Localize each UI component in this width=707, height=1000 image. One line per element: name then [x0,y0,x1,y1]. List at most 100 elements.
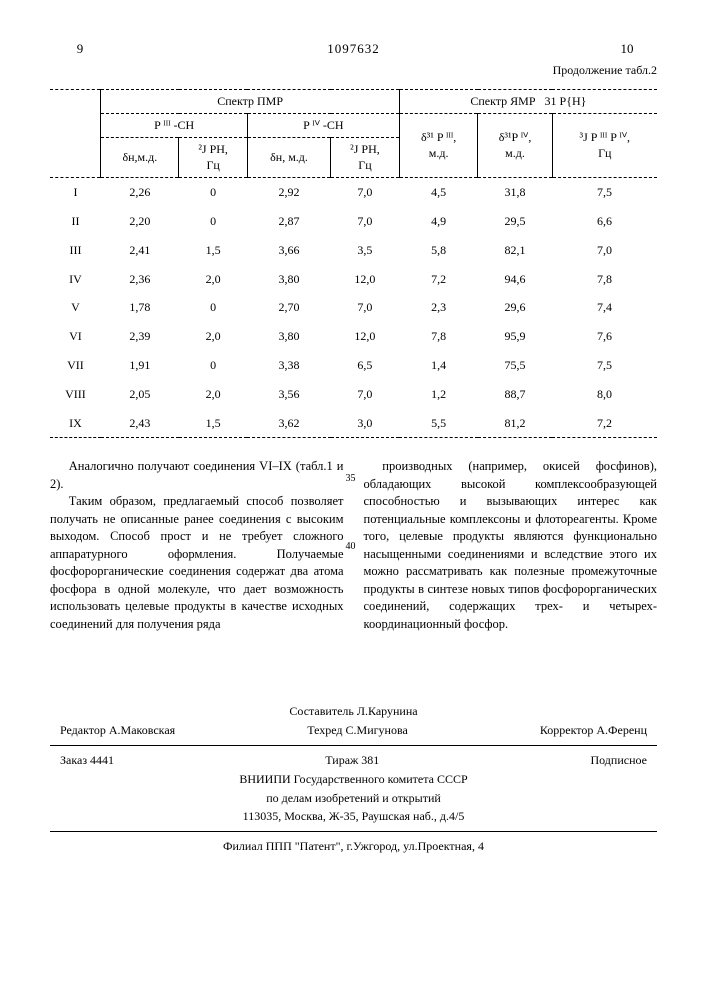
addr1: 113035, Москва, Ж-35, Раушская наб., д.4… [50,808,657,825]
table-cell: 2,20 [101,207,179,236]
table-row: II2,2002,877,04,929,56,6 [50,207,657,236]
corrector: Корректор А.Ференц [540,722,647,739]
left-p1: Аналогично получают соединения VI–IX (та… [50,458,344,493]
left-p2: Таким образом, предлагаемый способ позво… [50,493,344,633]
row-label: VI [50,322,101,351]
table-cell: 3,62 [247,409,330,438]
row-label: VIII [50,380,101,409]
table-cell: 0 [179,293,248,322]
table-cell: 6,6 [552,207,657,236]
table-cell: 12,0 [331,265,400,294]
row-label: III [50,236,101,265]
table-cell: 7,4 [552,293,657,322]
right-column: 35 40 производных (например, окисей фосф… [364,458,658,633]
table-cell: 7,2 [399,265,478,294]
table-cell: 2,92 [247,178,330,207]
table-cell: 75,5 [478,351,552,380]
table-cell: 88,7 [478,380,552,409]
table-row: V1,7802,707,02,329,67,4 [50,293,657,322]
table-cell: 3,80 [247,322,330,351]
table-cell: 94,6 [478,265,552,294]
table-cell: 7,2 [552,409,657,438]
table-cell: 4,5 [399,178,478,207]
body-text: Аналогично получают соединения VI–IX (та… [50,458,657,633]
table-row: IV2,362,03,8012,07,294,67,8 [50,265,657,294]
p3ch-header: P ᴵᴵᴵ -CH [101,113,247,137]
table-cell: 3,5 [331,236,400,265]
org1: ВНИИПИ Государственного комитета СССР [50,771,657,788]
table-cell: 3,0 [331,409,400,438]
table-cell: 29,6 [478,293,552,322]
row-label: I [50,178,101,207]
table-cell: 1,78 [101,293,179,322]
dh1-header: δн,м.д. [101,137,179,178]
line-number-35: 35 [346,472,356,486]
compiler: Составитель Л.Карунина [50,703,657,720]
table-cell: 1,5 [179,409,248,438]
table-cell: 6,5 [331,351,400,380]
table-cell: 2,0 [179,380,248,409]
table-cell: 31,8 [478,178,552,207]
left-column: Аналогично получают соединения VI–IX (та… [50,458,344,633]
org2: по делам изобретений и открытий [50,790,657,807]
jph1-header: ²J PH, [198,142,228,156]
table-cell: 8,0 [552,380,657,409]
line-number-40: 40 [346,540,356,554]
d31p4-unit: м.д. [505,146,525,160]
branch: Филиал ППП "Патент", г.Ужгород, ул.Проек… [50,838,657,855]
jph2-unit: Гц [358,158,371,172]
table-cell: 12,0 [331,322,400,351]
d31p3-unit: м.д. [429,146,449,160]
table-cell: 3,38 [247,351,330,380]
jph2-header: ²J PH, [350,142,380,156]
table-cell: 1,2 [399,380,478,409]
row-label: IV [50,265,101,294]
table-row: VIII2,052,03,567,01,288,78,0 [50,380,657,409]
editor: Редактор А.Маковская [60,722,175,739]
right-page-number: 10 [597,40,657,58]
pmr-header: Спектр ПМР [101,89,399,113]
tech: Техред С.Мигунова [307,722,408,739]
left-page-number: 9 [50,40,110,58]
order: Заказ 4441 [60,752,114,769]
right-p1: производных (например, окисей фосфинов),… [364,458,658,633]
table-cell: 2,87 [247,207,330,236]
table-cell: 2,0 [179,322,248,351]
table-row: III2,411,53,663,55,882,17,0 [50,236,657,265]
patent-number: 1097632 [110,40,597,58]
table-cell: 2,0 [179,265,248,294]
table-cell: 3,80 [247,265,330,294]
table-cell: 2,05 [101,380,179,409]
table-cell: 0 [179,207,248,236]
table-cell: 2,3 [399,293,478,322]
table-cell: 7,0 [552,236,657,265]
table-row: IX2,431,53,623,05,581,27,2 [50,409,657,438]
d31p4-header: δ³¹P ᴵⱽ, [499,130,532,144]
table-cell: 1,5 [179,236,248,265]
table-cell: 3,56 [247,380,330,409]
spectra-table: Спектр ПМР Спектр ЯМР 31 P{H} P ᴵᴵᴵ -CH … [50,89,657,438]
row-label: II [50,207,101,236]
table-cell: 7,8 [552,265,657,294]
table-cell: 82,1 [478,236,552,265]
table-cell: 2,70 [247,293,330,322]
tirazh: Тираж 381 [325,752,379,769]
table-cell: 2,36 [101,265,179,294]
d31p3-header: δ³¹ P ᴵᴵᴵ, [421,130,456,144]
table-row: I2,2602,927,04,531,87,5 [50,178,657,207]
table-row: VII1,9103,386,51,475,57,5 [50,351,657,380]
table-cell: 5,5 [399,409,478,438]
table-cell: 0 [179,178,248,207]
subscribe: Подписное [590,752,647,769]
table-cell: 7,0 [331,293,400,322]
table-cell: 2,39 [101,322,179,351]
nmr-sup: 31 P{H} [545,94,587,108]
table-cell: 29,5 [478,207,552,236]
row-label: IX [50,409,101,438]
table-cell: 7,5 [552,178,657,207]
table-continuation-label: Продолжение табл.2 [50,62,657,79]
j3-header: ³J P ᴵᴵᴵ P ᴵⱽ, [580,130,630,144]
row-label: VII [50,351,101,380]
table-cell: 3,66 [247,236,330,265]
table-cell: 1,91 [101,351,179,380]
